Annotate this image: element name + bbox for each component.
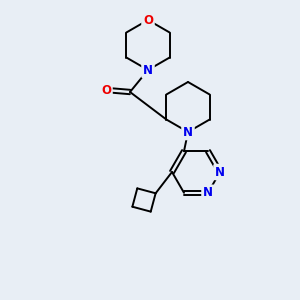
Text: O: O	[101, 83, 111, 97]
Text: N: N	[215, 166, 225, 178]
Text: O: O	[143, 14, 153, 26]
Text: N: N	[203, 186, 213, 199]
Text: N: N	[183, 125, 193, 139]
Text: N: N	[143, 64, 153, 76]
